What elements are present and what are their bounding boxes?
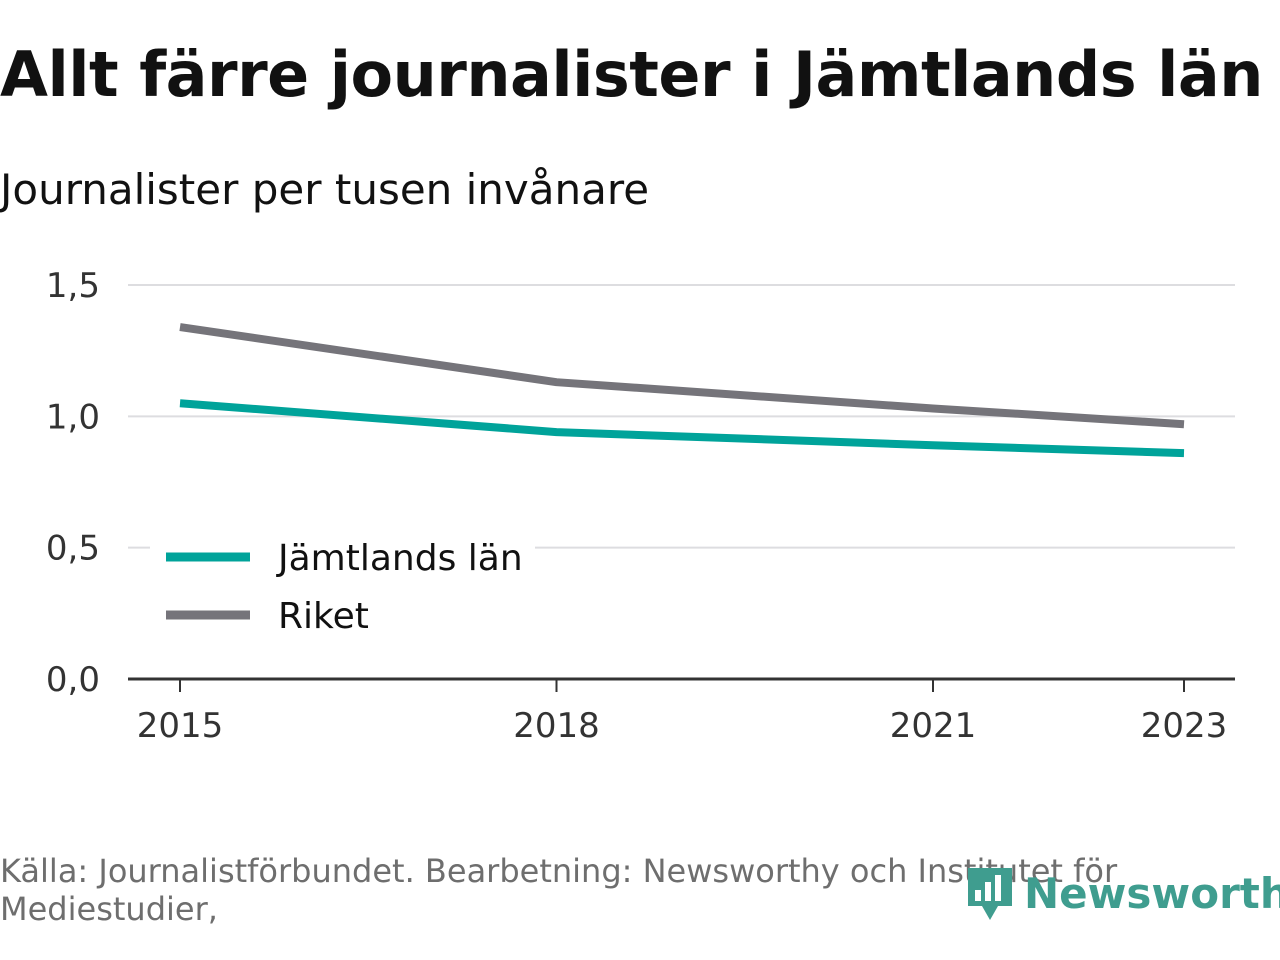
x-tick-label: 2023 xyxy=(1141,706,1228,746)
series-lines xyxy=(179,323,1185,458)
series-line-riket xyxy=(179,323,1185,429)
line-chart: 1,5 1,0 0,5 0,0 2015 2018 2021 2023 Jämtlands … xyxy=(46,266,1235,746)
x-tick-label: 2015 xyxy=(137,706,224,746)
x-axis: 2015 2018 2021 2023 xyxy=(128,677,1235,746)
chart-title: Allt färre journalister i Jämtlands län xyxy=(0,38,1263,111)
legend-label: Jämtlands län xyxy=(276,538,523,579)
y-tick-label: 1,0 xyxy=(46,397,100,437)
y-tick-label: 0,5 xyxy=(46,529,100,569)
newsworthy-logo-icon xyxy=(968,868,1012,920)
logo-text: Newsworthy xyxy=(1024,868,1280,918)
y-tick-label: 0,0 xyxy=(46,660,100,700)
series-line-jamtland xyxy=(179,399,1185,458)
x-tick-label: 2018 xyxy=(513,706,600,746)
chart-subtitle: Journalister per tusen invånare xyxy=(0,165,650,214)
newsworthy-logo: Newsworthy xyxy=(964,862,1280,924)
x-tick-label: 2021 xyxy=(890,706,977,746)
y-axis: 1,5 1,0 0,5 0,0 xyxy=(46,266,100,700)
legend: Jämtlands län Riket xyxy=(150,503,535,639)
legend-label: Riket xyxy=(278,596,369,637)
y-tick-label: 1,5 xyxy=(46,266,100,306)
source-note: Källa: Journalistförbundet. Bearbetning:… xyxy=(0,852,1118,928)
